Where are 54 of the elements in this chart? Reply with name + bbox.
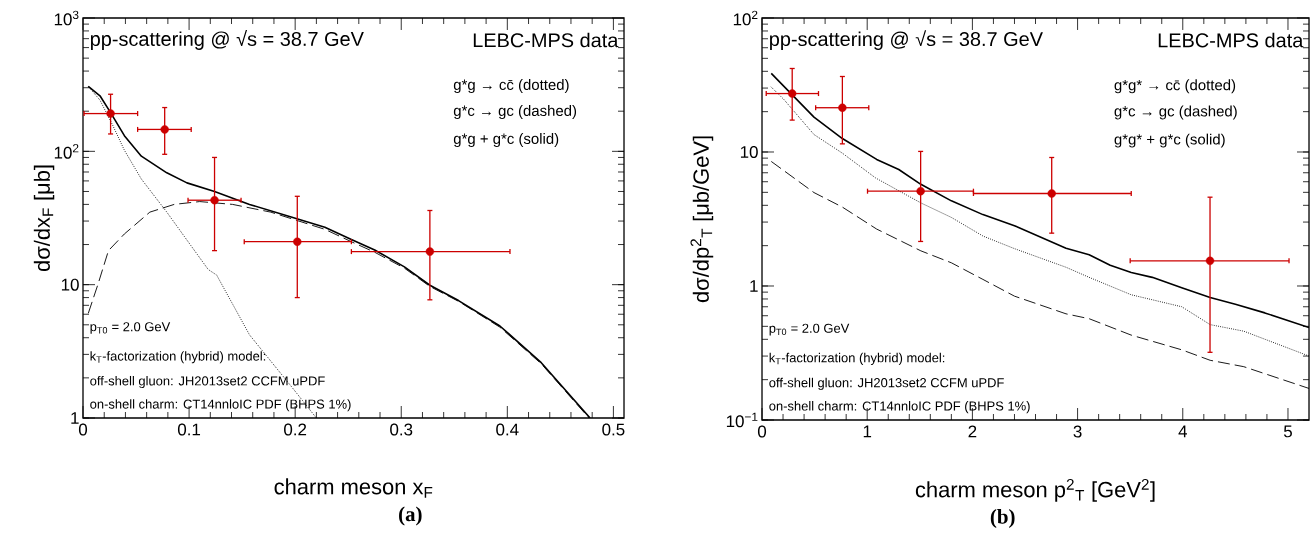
annotation: g*g + g*c (solid) [453,133,559,147]
x-tick-label: 0.2 [284,423,307,436]
x-tick-label: 2 [968,425,977,438]
annotation: LEBC-MPS data [1158,32,1304,48]
y-tick-label: 1 [71,412,79,424]
annotation: g*g → cc̄ (dotted) [453,79,569,93]
point [106,109,115,118]
annotation: pp-scattering @ √s = 38.7 GeV [90,30,364,50]
point [788,89,797,98]
y-tick-label: 10$^{−1}$ [726,412,758,428]
x-tick-label: 0.1 [177,423,201,436]
annotation: off-shell gluon: JH2013set2 CCFM uPDF [769,377,1004,390]
annotation: p$_{T0}$ = 2.0 GeV [769,323,850,336]
y-tick-label: 1 [750,280,758,292]
y-tick-label: 10$^{3}$ [54,10,79,26]
annotation: p$_{T0}$ = 2.0 GeV [90,322,171,334]
x-axis-title: charm meson p$^{2}$$_{T}$ [GeV$^{2}$] [915,478,1155,502]
x-tick-label: 1 [863,425,872,438]
x-tick-label: 0.4 [496,423,519,436]
point [425,247,435,256]
x-tick-label: 3 [1073,425,1082,438]
annotation: g*c → gc (dashed) [453,105,577,119]
annotation: g*c → gc (dashed) [1114,105,1237,120]
annotation: g*g* → cc̄ (dotted) [1114,79,1236,94]
point [1047,189,1056,198]
annotation: k$_{T}$-factorization (hybrid) model: [90,351,266,364]
x-tick-label: 0.5 [602,423,625,436]
y-tick-label: 10 [61,278,79,291]
x-tick-label: 0.3 [390,423,413,436]
annotation: pp-scattering @ √s = 38.7 GeV [770,30,1043,51]
point [916,186,925,196]
point [210,196,219,205]
annotation: on-shell charm: CT14nnloIC PDF (BHPS 1%) [90,399,351,412]
x-tick-label: 0 [757,425,767,438]
point [838,103,847,112]
x-tick-label: 4 [1178,425,1187,438]
annotation: g*g* + g*c (solid) [1114,133,1225,148]
annotation: k$_{T}$-factorization (hybrid) model: [769,352,945,365]
y-tick-label: 10$^{2}$ [54,143,79,159]
y-axis-title: dσ/dp$^{2}$$_{T}$ [μb/GeV] [690,136,714,303]
text: (a) [399,506,422,526]
y-axis-title: dσ/dx$_{F}$ [μb] [33,165,55,272]
x-axis-title: charm meson x$_{F}$ [274,478,433,498]
y-tick-label: 10 [740,146,758,158]
point [160,125,169,134]
x-tick-label: 0 [78,423,88,436]
point [1205,256,1215,266]
x-tick-label: 5 [1283,425,1292,438]
annotation: on-shell charm: CT14nnloIC PDF (BHPS 1%) [769,401,1030,414]
annotation: LEBC-MPS data [473,32,619,48]
point [293,237,302,246]
annotation: off-shell gluon: JH2013set2 CCFM uPDF [90,375,325,389]
text: (b) [990,509,1015,528]
y-tick-label: 10$^{2}$ [733,10,758,26]
